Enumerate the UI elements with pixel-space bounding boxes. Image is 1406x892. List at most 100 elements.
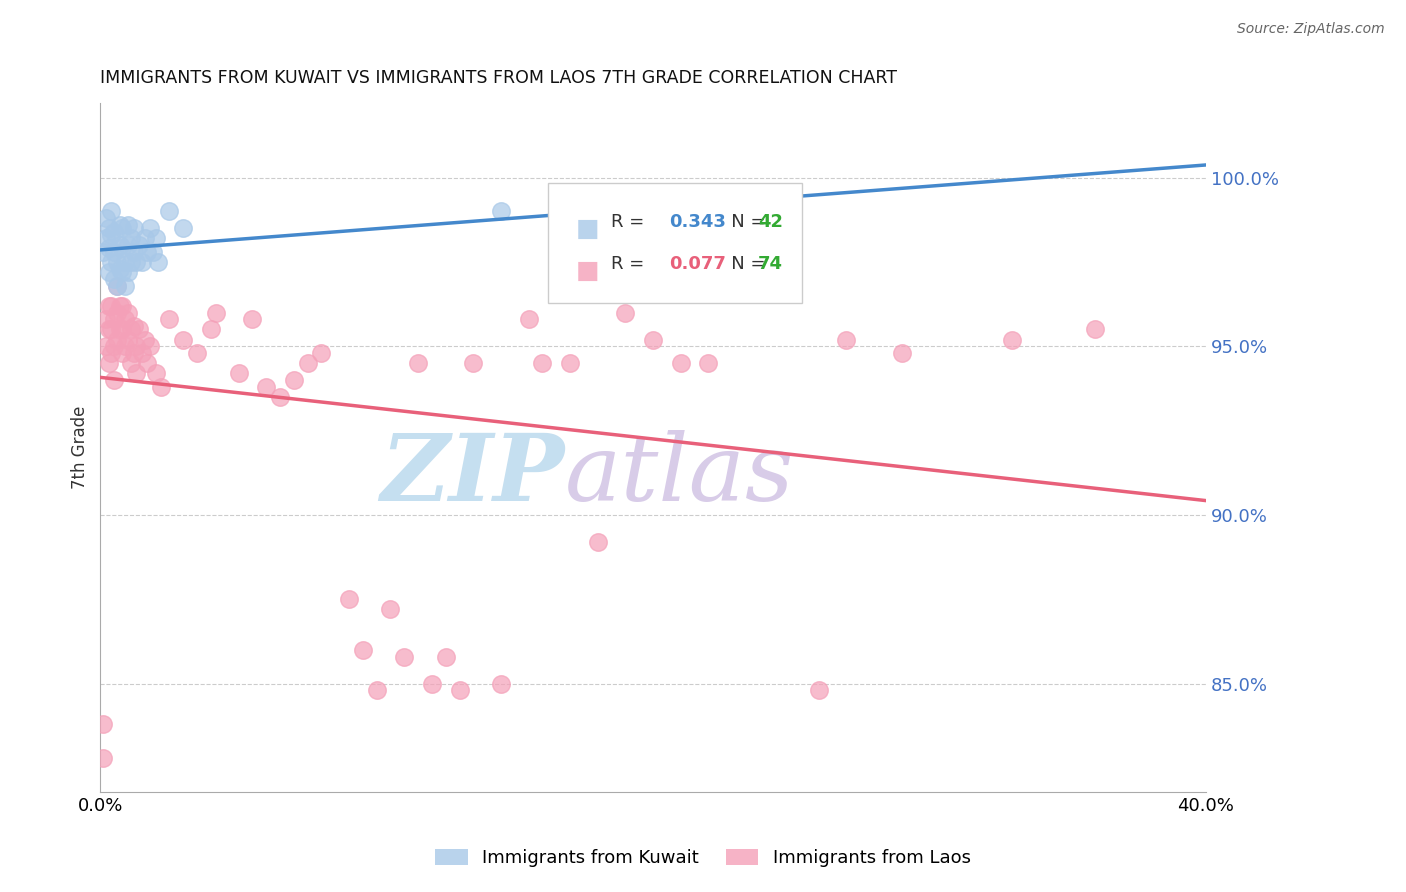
Point <box>489 204 512 219</box>
Point <box>117 305 139 319</box>
Text: 74: 74 <box>758 255 783 273</box>
Point <box>97 322 120 336</box>
Point <box>94 312 117 326</box>
Text: ■: ■ <box>575 259 599 283</box>
Point <box>103 272 125 286</box>
Point <box>103 244 125 259</box>
Point <box>97 356 120 370</box>
Point <box>103 312 125 326</box>
Point <box>100 322 122 336</box>
Point <box>614 211 637 225</box>
Point <box>148 255 170 269</box>
Point <box>111 265 134 279</box>
Point <box>117 238 139 252</box>
Point <box>297 356 319 370</box>
Point <box>269 390 291 404</box>
Text: N =: N = <box>714 213 770 232</box>
Text: atlas: atlas <box>565 430 794 520</box>
Point <box>131 255 153 269</box>
Point <box>394 649 416 664</box>
Point <box>134 333 156 347</box>
Point <box>97 221 120 235</box>
Point <box>111 221 134 235</box>
Text: 42: 42 <box>758 213 783 232</box>
Text: Source: ZipAtlas.com: Source: ZipAtlas.com <box>1237 22 1385 37</box>
Point <box>159 312 181 326</box>
Point <box>125 366 148 380</box>
Point <box>103 225 125 239</box>
Point <box>406 356 429 370</box>
Point <box>131 346 153 360</box>
Point <box>108 218 131 232</box>
Point <box>108 322 131 336</box>
Point <box>283 373 305 387</box>
Y-axis label: 7th Grade: 7th Grade <box>72 406 89 489</box>
Point <box>172 333 194 347</box>
Point <box>111 242 134 256</box>
Point <box>105 278 128 293</box>
Text: ZIP: ZIP <box>381 430 565 520</box>
Point <box>105 333 128 347</box>
Point <box>434 649 457 664</box>
Point <box>337 592 360 607</box>
Point <box>150 380 173 394</box>
Point <box>352 643 374 657</box>
Point <box>94 339 117 353</box>
Point <box>100 255 122 269</box>
Text: ■: ■ <box>575 217 599 241</box>
Point <box>100 227 122 242</box>
Point <box>105 305 128 319</box>
Point <box>697 356 720 370</box>
Point <box>122 244 145 259</box>
Point <box>228 366 250 380</box>
Text: R =: R = <box>612 213 650 232</box>
Point <box>120 231 142 245</box>
Point <box>111 299 134 313</box>
Point <box>91 244 114 259</box>
Point <box>558 356 581 370</box>
Point <box>117 333 139 347</box>
Point <box>114 312 136 326</box>
Point <box>128 322 150 336</box>
Point <box>200 322 222 336</box>
Point <box>111 322 134 336</box>
Point <box>186 346 208 360</box>
Point <box>254 380 277 394</box>
Point <box>380 602 402 616</box>
Text: 0.343: 0.343 <box>669 213 727 232</box>
Point <box>807 683 830 698</box>
Point <box>641 333 664 347</box>
Point <box>114 255 136 269</box>
Point <box>835 333 858 347</box>
Point <box>125 255 148 269</box>
Point <box>159 204 181 219</box>
Point <box>890 346 912 360</box>
Point <box>1001 333 1024 347</box>
Point <box>449 683 471 698</box>
Point <box>120 322 142 336</box>
Point <box>97 299 120 313</box>
Point <box>139 221 162 235</box>
Point <box>122 346 145 360</box>
Legend: Immigrants from Kuwait, Immigrants from Laos: Immigrants from Kuwait, Immigrants from … <box>427 841 979 874</box>
Point <box>105 255 128 269</box>
Point <box>103 339 125 353</box>
Text: 0.077: 0.077 <box>669 255 727 273</box>
Point <box>122 221 145 235</box>
Text: N =: N = <box>714 255 770 273</box>
Point <box>142 244 165 259</box>
Point <box>134 231 156 245</box>
Point <box>122 319 145 334</box>
Point <box>100 346 122 360</box>
Point <box>489 677 512 691</box>
Point <box>136 244 159 259</box>
Text: IMMIGRANTS FROM KUWAIT VS IMMIGRANTS FROM LAOS 7TH GRADE CORRELATION CHART: IMMIGRANTS FROM KUWAIT VS IMMIGRANTS FRO… <box>100 69 897 87</box>
Point <box>108 299 131 313</box>
Point <box>114 278 136 293</box>
Point <box>94 231 117 245</box>
Point <box>586 535 609 549</box>
Point <box>117 265 139 279</box>
Point <box>111 346 134 360</box>
Point <box>114 339 136 353</box>
Point <box>145 366 167 380</box>
